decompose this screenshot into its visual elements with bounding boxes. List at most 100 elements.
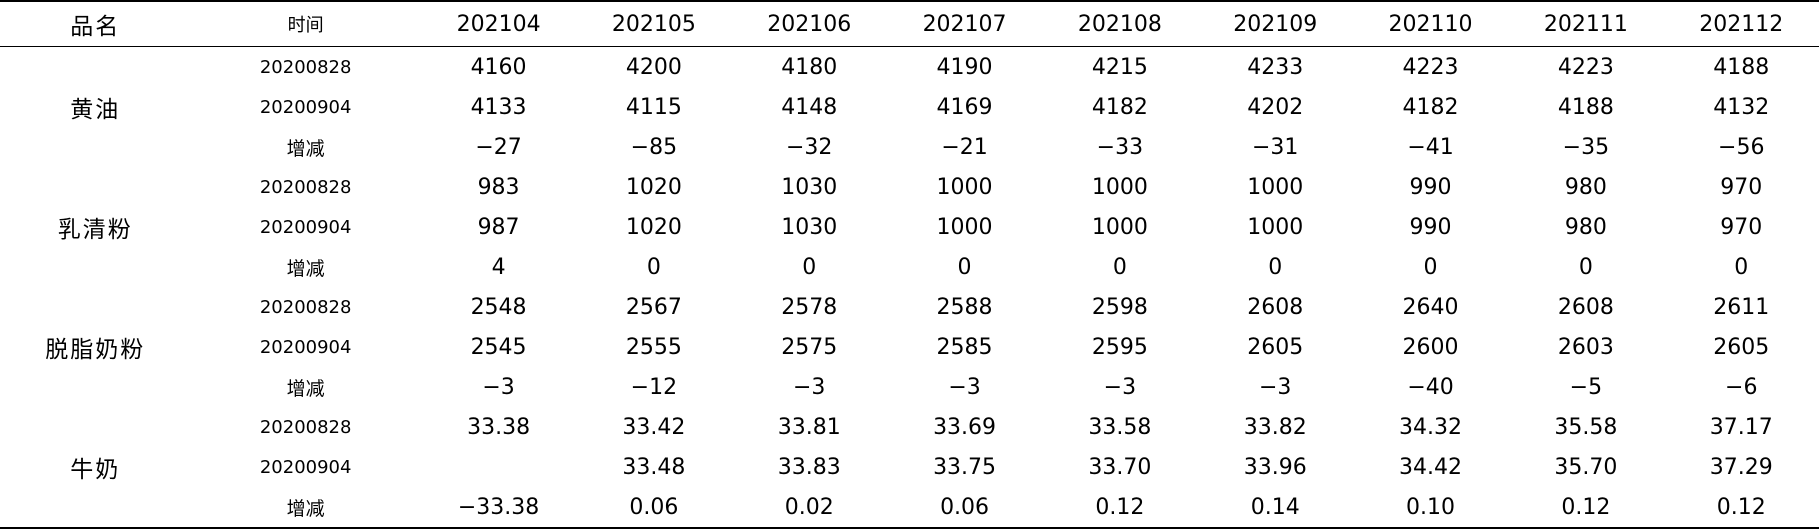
value-cell: 4169	[936, 94, 993, 120]
value-cell: 2611	[1713, 294, 1770, 320]
value-cell: 980	[1564, 174, 1607, 200]
value-cell: 0.12	[1095, 494, 1145, 520]
value-cell: 1000	[1247, 174, 1304, 200]
value-cell: 0	[1578, 254, 1593, 280]
table-row: 牛奶 20200828 33.38 33.42 33.81 33.69 33.58 33.82…	[0, 407, 1819, 484]
value-cell: 4215	[1091, 54, 1148, 80]
value-cell: 4182	[1402, 94, 1459, 120]
value-cell: 4190	[936, 54, 993, 80]
value-cell: −31	[1251, 134, 1299, 160]
value-cell: 2567	[625, 294, 682, 320]
value-cell: 0.06	[629, 494, 679, 520]
change-label-cell: 增减	[286, 137, 325, 160]
value-cell: 2575	[781, 334, 838, 360]
value-cell: 0.06	[940, 494, 990, 520]
value-cell: 33.38	[467, 414, 531, 440]
value-cell: −3	[1103, 374, 1137, 400]
value-cell: 0.10	[1406, 494, 1456, 520]
value-cell: 2595	[1091, 334, 1148, 360]
table-row: 增减 −27 −85 −32 −21 −33 −31 −41 −35 −56	[0, 127, 1819, 167]
value-cell: 4115	[625, 94, 682, 120]
value-cell: 34.42	[1399, 454, 1463, 480]
value-cell: 990	[1409, 174, 1452, 200]
table-row: 增减 −3 −12 −3 −3 −3 −3 −40 −5 −6	[0, 367, 1819, 407]
value-cell: 33.48	[622, 454, 686, 480]
value-cell: −85	[630, 134, 678, 160]
value-cell: 1000	[1247, 214, 1304, 240]
value-cell: −3	[1258, 374, 1292, 400]
value-cell: −32	[786, 134, 833, 160]
value-cell: 33.42	[622, 414, 686, 440]
value-cell: 2588	[936, 294, 993, 320]
value-cell: 987	[477, 214, 520, 240]
value-cell: 2600	[1402, 334, 1459, 360]
table-body: 黄油 20200828 4160 4200 4180 4190 4215 4233 4223 42…	[0, 47, 1819, 528]
date-label-cell: 20200828	[259, 56, 352, 78]
product-name-cell: 牛奶	[70, 457, 121, 483]
value-cell: 990	[1409, 214, 1452, 240]
value-cell: 33.70	[1088, 454, 1152, 480]
table-row: 黄油 20200828 4160 4200 4180 4190 4215 4233 4223 42…	[0, 47, 1819, 124]
value-cell: 0	[1423, 254, 1438, 280]
header-month: 202106	[767, 11, 852, 37]
date-label-cell: 20200904	[259, 456, 352, 478]
header-month: 202108	[1077, 11, 1162, 37]
product-name-cell: 黄油	[70, 97, 121, 123]
change-label-cell: 增减	[286, 497, 325, 520]
value-cell: 4200	[625, 54, 682, 80]
value-cell: 2598	[1091, 294, 1148, 320]
value-cell: 0	[1112, 254, 1127, 280]
value-cell: 0.12	[1561, 494, 1611, 520]
value-cell: 4233	[1247, 54, 1304, 80]
value-cell: 0.02	[784, 494, 834, 520]
value-cell: 33.81	[777, 414, 841, 440]
value-cell: 34.32	[1399, 414, 1463, 440]
change-label-cell: 增减	[286, 377, 325, 400]
value-cell: 4180	[781, 54, 838, 80]
value-cell: −3	[482, 374, 515, 400]
value-cell: 2585	[936, 334, 993, 360]
value-cell: 2640	[1402, 294, 1459, 320]
product-name-cell: 脱脂奶粉	[45, 337, 146, 363]
value-cell: −6	[1725, 374, 1758, 400]
value-cell: −21	[941, 134, 988, 160]
value-cell: 1000	[1091, 214, 1148, 240]
value-cell: 0	[802, 254, 817, 280]
header-month: 202109	[1233, 11, 1318, 37]
value-cell: 4182	[1091, 94, 1148, 120]
value-cell: 2545	[470, 334, 527, 360]
value-cell: −41	[1407, 134, 1454, 160]
value-cell: 0.12	[1716, 494, 1766, 520]
value-cell: 2603	[1557, 334, 1614, 360]
value-cell: −3	[793, 374, 826, 400]
table-row: 20200904 4133 4115 4148 4169 4182 4202 4182 4188…	[0, 87, 1819, 127]
value-cell: 1000	[936, 174, 993, 200]
value-cell: 1000	[936, 214, 993, 240]
value-cell: 2605	[1713, 334, 1770, 360]
value-cell: −35	[1562, 134, 1610, 160]
value-cell: 33.75	[933, 454, 997, 480]
value-cell: 2555	[625, 334, 682, 360]
table-row: 脱脂奶粉 20200828 2548 2567 2578 2588 2598 2608 2640…	[0, 287, 1819, 364]
header-month: 202104	[456, 11, 541, 37]
header-time: 时间	[287, 15, 324, 36]
value-cell: 33.58	[1088, 414, 1152, 440]
value-cell: 33.69	[933, 414, 997, 440]
value-cell: 33.96	[1243, 454, 1307, 480]
value-cell: 4148	[781, 94, 838, 120]
value-cell: −5	[1569, 374, 1603, 400]
value-cell: −3	[948, 374, 981, 400]
value-cell: 35.58	[1554, 414, 1618, 440]
date-label-cell: 20200828	[259, 296, 352, 318]
value-cell: 4202	[1247, 94, 1304, 120]
value-cell: 1030	[781, 174, 838, 200]
value-cell: 33.82	[1243, 414, 1307, 440]
value-cell: 4132	[1713, 94, 1770, 120]
value-cell: 4188	[1713, 54, 1770, 80]
value-cell: 0	[1734, 254, 1749, 280]
date-label-cell: 20200904	[259, 336, 352, 358]
value-cell: 37.29	[1709, 454, 1773, 480]
value-cell: −33.38	[457, 494, 540, 520]
table-row: 20200904 33.48 33.83 33.75 33.70 33.96 34.42 35…	[0, 447, 1819, 487]
